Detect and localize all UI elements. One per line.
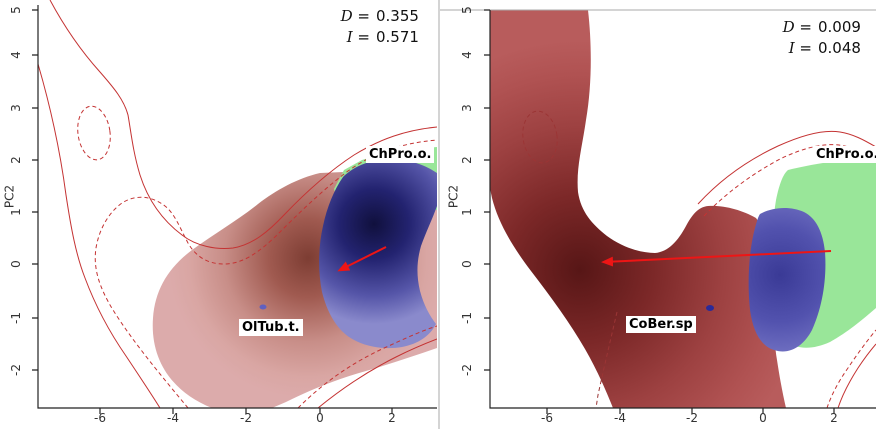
left-x-tick-label: -2: [240, 411, 252, 425]
centroid-shift-arrow-left: [337, 246, 387, 272]
left-x-tick-label: -6: [94, 411, 106, 425]
left-y-tick-label: 5: [9, 6, 23, 14]
right-y-ticks: [484, 9, 490, 371]
left-contour-solid-envelope: [49, 0, 437, 249]
right-y-tick-label: 3: [460, 104, 474, 112]
left-d-stat: D = 0.355: [298, 6, 422, 27]
right-x-ticks: [546, 408, 835, 414]
right-arrow-group: [601, 250, 832, 267]
right-y-tick-label: 1: [460, 208, 474, 216]
right-contour-dashed-in-mass: [595, 311, 618, 408]
left-density-overlap-blue: [319, 158, 437, 349]
right-density-overlap-blue: [748, 208, 826, 352]
right-overlap-stats: D = 0.009 I = 0.048: [740, 17, 864, 59]
right-contour-dashed-ellipse: [522, 110, 558, 164]
species-label-chpro-right: ChPro.o.: [813, 146, 876, 163]
right-panel-graphics: [490, 10, 876, 408]
left-i-stat: I = 0.571: [298, 27, 422, 48]
right-d-stat: D = 0.009: [740, 17, 864, 38]
right-d-value: 0.009: [818, 18, 861, 36]
left-x-tick-label: -4: [167, 411, 179, 425]
left-contour-solid-southeast: [317, 338, 437, 408]
left-y-tick-label: 1: [9, 208, 23, 216]
left-contour-dashed-southeast: [297, 325, 437, 408]
left-arrow-group: [337, 246, 387, 272]
left-y-tick-label: 3: [9, 104, 23, 112]
right-axes: [489, 10, 876, 409]
right-x-tick-label: -6: [541, 411, 553, 425]
right-contour-lines: [697, 130, 876, 408]
left-x-ticks: [99, 408, 393, 414]
right-y-tick-label: -2: [460, 364, 474, 376]
left-x-tick-label: 0: [316, 411, 324, 425]
left-d-value: 0.355: [376, 7, 419, 25]
right-contour-solid-arc: [697, 130, 876, 205]
left-y-tick-label: 2: [9, 156, 23, 164]
right-x-tick-label: -2: [686, 411, 698, 425]
right-occurrence-dot: [706, 305, 714, 311]
right-density-species1: [490, 10, 786, 408]
left-y-tick-label: -1: [9, 312, 23, 324]
right-contour-solid-southeast: [837, 343, 876, 408]
right-y-tick-label: 4: [460, 51, 474, 59]
right-x-tick-label: 2: [830, 411, 838, 425]
right-y-tick-label: 0: [460, 260, 474, 268]
right-i-stat: I = 0.048: [740, 38, 864, 59]
left-y-tick-label: -2: [9, 364, 23, 376]
right-contour-dashed-southeast: [826, 329, 876, 408]
right-x-tick-label: -4: [614, 411, 626, 425]
left-y-ticks: [32, 9, 38, 371]
left-occurrence-dot: [259, 304, 267, 310]
left-y-tick-label: 4: [9, 51, 23, 59]
left-y-tick-label: 0: [9, 260, 23, 268]
right-i-value: 0.048: [818, 39, 861, 57]
right-y-tick-label: -1: [460, 312, 474, 324]
species-label-chpro-left: ChPro.o.: [366, 146, 435, 163]
left-i-value: 0.571: [376, 28, 419, 46]
axes: [32, 5, 876, 414]
left-x-tick-label: 2: [388, 411, 396, 425]
panel-frames: [438, 0, 876, 429]
left-contour-solid-west: [38, 63, 161, 408]
centroid-shift-arrow-right: [601, 250, 832, 267]
right-contour-dashed-arc: [703, 144, 876, 217]
left-contour-dashed-ellipse: [77, 105, 111, 161]
left-axes: [37, 5, 437, 409]
species-label-oltub: OlTub.t.: [239, 319, 303, 336]
species-label-cober: CoBer.sp: [626, 316, 696, 333]
right-y-tick-label: 5: [460, 6, 474, 14]
left-contour-lines: [38, 0, 437, 408]
left-panel-graphics: [38, 0, 437, 408]
right-y-tick-label: 2: [460, 156, 474, 164]
left-overlap-stats: D = 0.355 I = 0.571: [298, 6, 422, 48]
right-x-tick-label: 0: [759, 411, 767, 425]
left-contour-dashed-envelope: [94, 139, 437, 408]
right-contours-dark: [522, 110, 618, 408]
